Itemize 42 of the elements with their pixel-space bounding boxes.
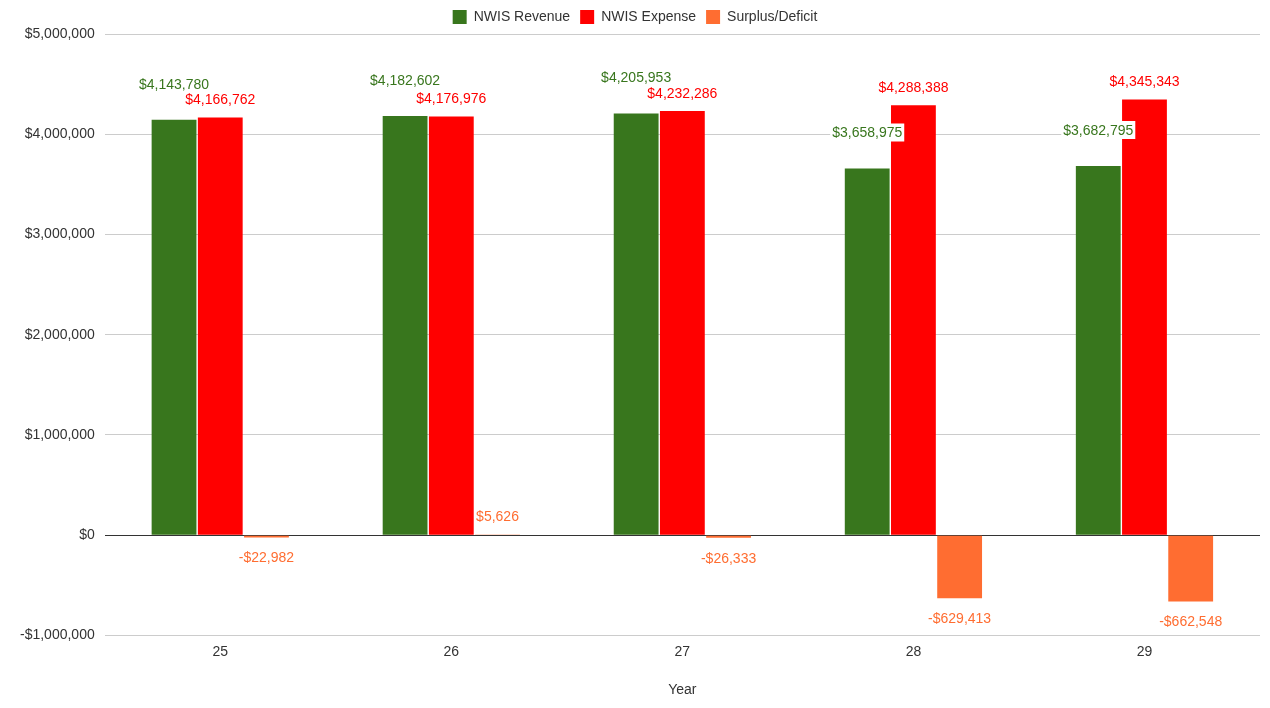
bar (1075, 166, 1121, 535)
x-tick-label: 26 (443, 642, 460, 659)
data-label: $4,166,762 (185, 91, 256, 108)
y-tick-label: $1,000,000 (24, 425, 95, 442)
bar (1168, 535, 1214, 602)
data-label: -$629,413 (928, 610, 992, 627)
data-label: -$662,548 (1159, 613, 1223, 630)
legend-label: NWIS Expense (601, 7, 697, 24)
data-label: $4,288,388 (878, 79, 949, 96)
data-label: $4,143,780 (139, 75, 210, 92)
legend-label: NWIS Revenue (473, 7, 571, 24)
bar (659, 110, 705, 535)
legend-label: Surplus/Deficit (727, 7, 818, 24)
x-tick-label: 29 (1136, 642, 1153, 659)
bar (151, 119, 197, 535)
bar (428, 116, 474, 535)
bar (382, 115, 428, 535)
data-label: $4,176,976 (416, 90, 487, 107)
x-tick-label: 28 (905, 642, 922, 659)
data-label: $3,658,975 (832, 124, 903, 141)
x-tick-label: 25 (212, 642, 229, 659)
y-tick-label: $5,000,000 (24, 24, 95, 41)
y-tick-label: $4,000,000 (24, 125, 95, 142)
bar (613, 113, 659, 535)
x-tick-label: 27 (674, 642, 691, 659)
bar (197, 117, 243, 535)
data-label: $4,232,286 (647, 84, 718, 101)
data-label: $4,205,953 (601, 69, 672, 86)
bar (706, 535, 751, 538)
data-label: -$26,333 (700, 549, 757, 566)
bar (937, 535, 983, 599)
y-tick-label: $2,000,000 (24, 325, 95, 342)
x-axis-title: Year (668, 681, 697, 698)
y-tick-label: $0 (79, 526, 95, 543)
data-label: $4,182,602 (370, 71, 441, 88)
y-tick-label: $3,000,000 (24, 225, 95, 242)
data-label: $4,345,343 (1109, 73, 1180, 90)
bar (844, 168, 890, 535)
data-label: $5,626 (476, 508, 520, 525)
y-tick-label: -$1,000,000 (20, 626, 95, 643)
data-label: -$22,982 (238, 549, 295, 566)
data-label: $3,682,795 (1063, 121, 1134, 138)
